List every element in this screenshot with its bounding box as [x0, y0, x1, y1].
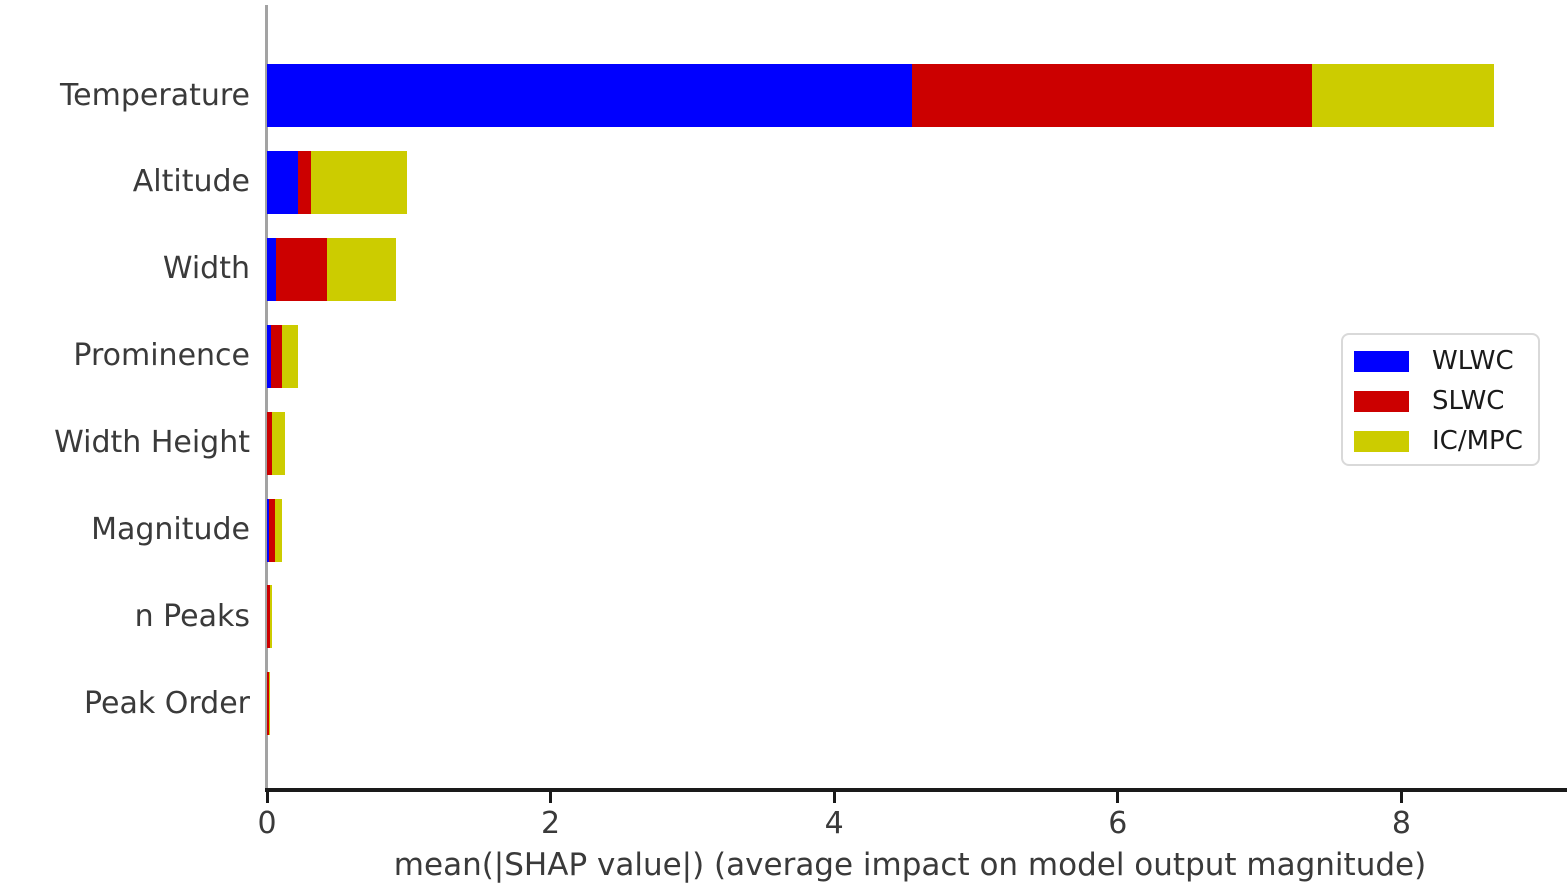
- legend-label: IC/MPC: [1432, 426, 1523, 456]
- bar-segment-ic-mpc: [310, 150, 408, 214]
- bar-segment-wlwc: [267, 150, 299, 214]
- x-tick-label: 2: [541, 806, 561, 841]
- y-tick-label: Prominence: [73, 338, 250, 374]
- x-tick-label: 8: [1391, 806, 1411, 841]
- legend-item: SLWC: [1343, 381, 1538, 422]
- x-axis-title: mean(|SHAP value|) (average impact on mo…: [393, 847, 1427, 883]
- bar-segment-slwc: [267, 672, 269, 736]
- bar-segment-slwc: [912, 64, 1313, 127]
- x-tick-mark: [832, 790, 836, 803]
- bar-segment-wlwc: [267, 324, 271, 388]
- bar-segment-ic-mpc: [1312, 64, 1494, 127]
- y-tick-label: Peak Order: [83, 685, 250, 721]
- bar-row: [267, 411, 287, 475]
- x-tick-mark: [265, 790, 269, 803]
- bar-segment-ic-mpc: [274, 498, 282, 562]
- bar-segment-ic-mpc: [271, 411, 285, 475]
- legend-item: IC/MPC: [1343, 421, 1538, 462]
- y-tick-label: Width Height: [54, 425, 250, 461]
- y-tick-label: Temperature: [59, 77, 250, 113]
- x-tick-mark: [549, 790, 553, 803]
- legend-label: WLWC: [1432, 346, 1514, 376]
- bar-segment-slwc: [275, 237, 327, 301]
- y-tick-label: Magnitude: [91, 512, 250, 547]
- x-tick-mark: [1116, 790, 1120, 803]
- bar-row: [267, 672, 272, 736]
- bar-segment-wlwc: [267, 64, 913, 127]
- x-tick-label: 6: [1108, 806, 1128, 841]
- bar-segment-slwc: [267, 585, 271, 649]
- legend-swatch-slwc: [1354, 391, 1409, 412]
- bar-row: [267, 64, 1496, 127]
- bar-segment-slwc: [270, 324, 283, 388]
- y-tick-label: Altitude: [132, 164, 250, 200]
- bar-row: [267, 237, 398, 301]
- bar-segment-ic-mpc: [268, 672, 271, 736]
- legend: WLWC SLWC IC/MPC: [1341, 333, 1540, 466]
- legend-swatch-ic-mpc: [1354, 431, 1409, 452]
- bar-segment-slwc: [267, 411, 272, 475]
- x-tick-mark: [1399, 790, 1403, 803]
- bar-row: [267, 150, 409, 214]
- bar-row: [267, 324, 300, 388]
- legend-item: WLWC: [1343, 341, 1538, 382]
- bar-segment-slwc: [269, 498, 275, 562]
- bar-row: [267, 498, 284, 562]
- bar-segment-wlwc: [267, 498, 270, 562]
- bar-segment-slwc: [298, 150, 311, 214]
- x-tick-label: 0: [257, 806, 277, 841]
- bar-segment-wlwc: [267, 237, 276, 301]
- bar-segment-ic-mpc: [270, 585, 272, 649]
- y-tick-label: Width: [162, 251, 250, 287]
- bar-segment-ic-mpc: [282, 324, 299, 388]
- x-axis-line: [265, 788, 1567, 792]
- x-tick-label: 4: [824, 806, 844, 841]
- legend-label: SLWC: [1432, 386, 1505, 416]
- legend-swatch-wlwc: [1354, 351, 1409, 372]
- bar-row: [267, 585, 274, 649]
- y-tick-label: n Peaks: [134, 598, 250, 634]
- y-axis-spine: [265, 5, 268, 790]
- bar-segment-ic-mpc: [326, 237, 397, 301]
